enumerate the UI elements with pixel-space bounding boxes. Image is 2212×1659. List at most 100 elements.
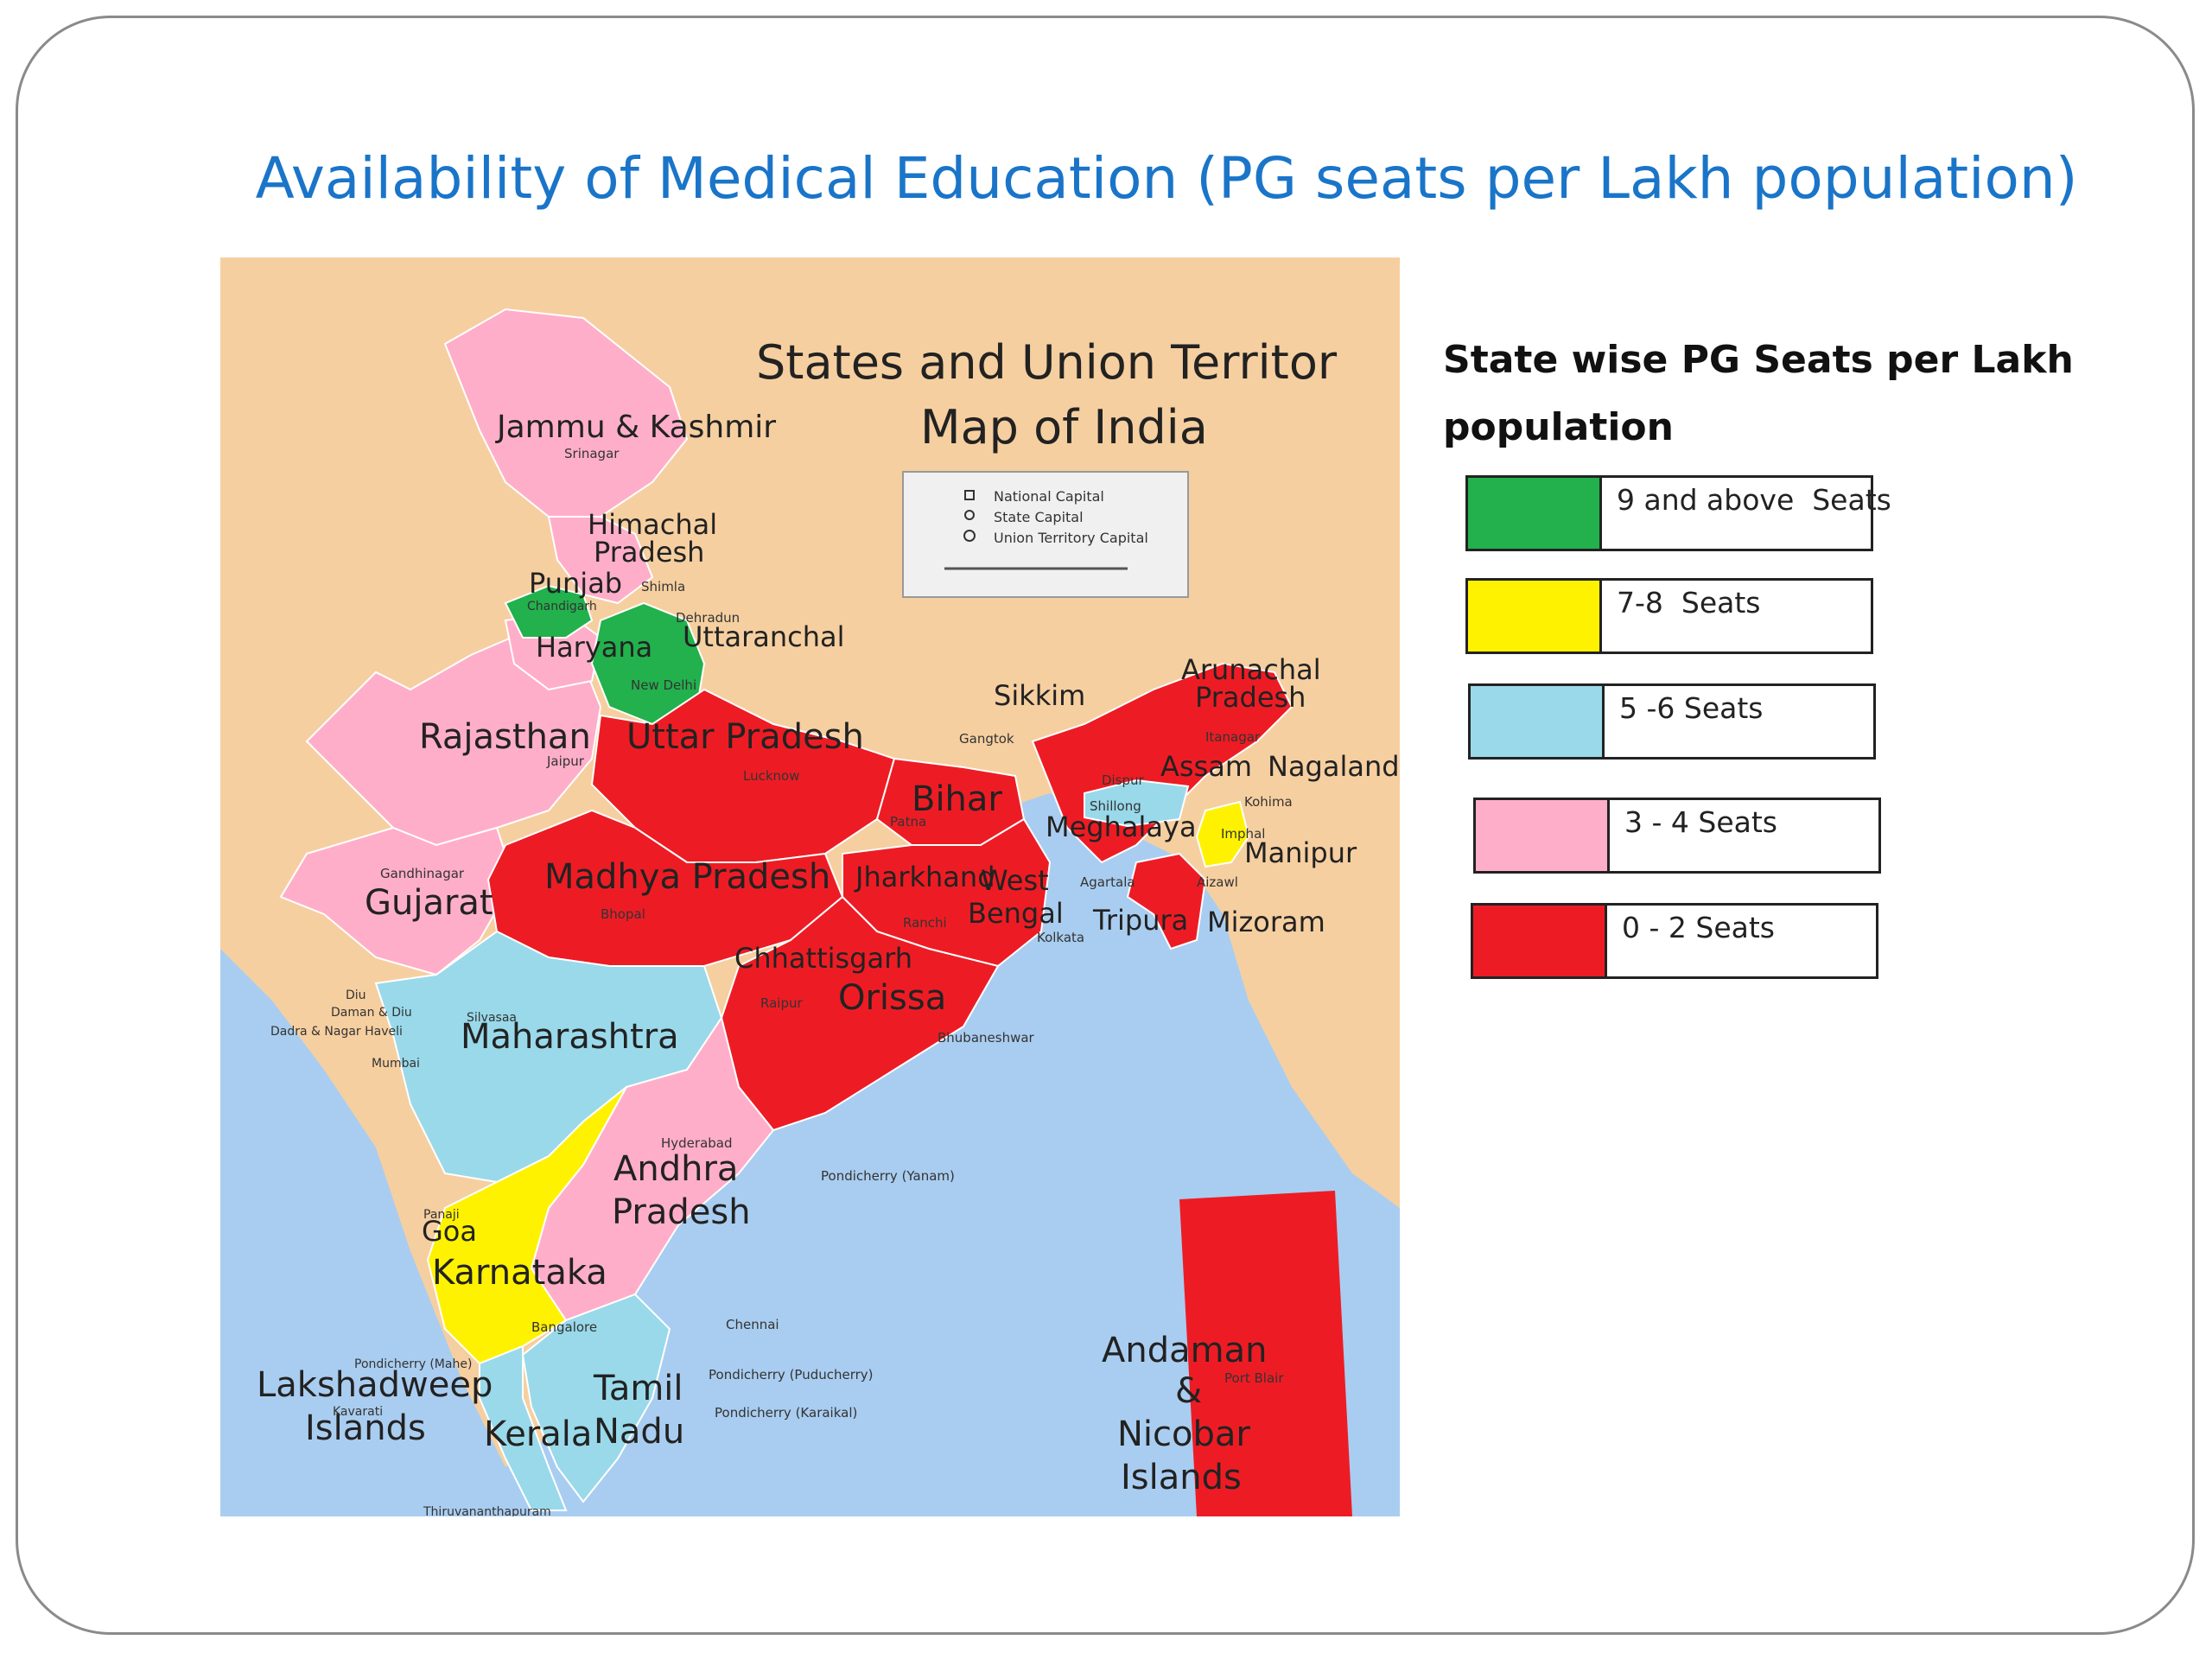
city-kohima: Kohima <box>1244 794 1293 810</box>
region-punjab <box>504 584 594 639</box>
label-punjab: Punjab <box>529 567 622 600</box>
ut-capital-symbol <box>963 530 976 542</box>
city-shillong: Shillong <box>1090 798 1141 814</box>
city-kolkata: Kolkata <box>1037 930 1084 945</box>
city-imphal: Imphal <box>1221 826 1265 842</box>
region-himachal-pradesh <box>547 516 654 605</box>
legend-item-5-6: 5 -6 Seats <box>1468 683 1876 760</box>
label-jammu-kashmir: Jammu & Kashmir <box>495 410 776 445</box>
city-puducherry: Pondicherry (Puducherry) <box>709 1367 874 1382</box>
region-manipur <box>1195 800 1250 868</box>
india-map: National Capital State Capital Union Ter… <box>220 257 1400 1516</box>
legend-swatch-yellow <box>1468 581 1602 652</box>
slide-title: Availability of Medical Education (PG se… <box>255 145 2078 212</box>
legend-label: 9 and above Seats <box>1617 483 1891 517</box>
label-kerala: Kerala <box>484 1414 592 1454</box>
region-rajasthan <box>305 627 602 847</box>
city-srinagar: Srinagar <box>564 446 620 461</box>
legend-swatch-red <box>1473 906 1607 976</box>
region-tripura-mizoram <box>1126 852 1207 950</box>
city-mahe: Pondicherry (Mahe) <box>354 1357 472 1371</box>
legend-item-9-above: 9 and above Seats <box>1465 475 1891 551</box>
label-andaman-3: Nicobar <box>1117 1414 1250 1454</box>
city-gangtok: Gangtok <box>959 731 1014 747</box>
label-chhattisgarh: Chhattisgarh <box>734 942 912 975</box>
label-andaman-1: Andaman <box>1102 1331 1267 1370</box>
label-orissa: Orissa <box>838 978 946 1018</box>
city-yanam: Pondicherry (Yanam) <box>821 1168 955 1184</box>
label-uttar-pradesh: Uttar Pradesh <box>626 717 864 757</box>
map-title-line1: States and Union Territor <box>756 335 1338 390</box>
city-port-blair: Port Blair <box>1224 1370 1284 1386</box>
label-himachal-2: Pradesh <box>594 536 704 569</box>
label-jharkhand: Jharkhand <box>854 861 995 893</box>
legend-label: 0 - 2 Seats <box>1622 911 1775 944</box>
label-nagaland: Nagaland <box>1268 750 1400 783</box>
label-arunachal-1: Arunachal <box>1181 653 1321 686</box>
label-arunachal-2: Pradesh <box>1195 681 1306 714</box>
city-chandigarh: Chandigarh <box>527 600 597 613</box>
legend-item-7-8: 7-8 Seats <box>1465 578 1873 654</box>
key-state-capital: State Capital <box>994 509 1084 525</box>
region-tamil-nadu <box>521 1293 671 1503</box>
city-thiruvananthapuram: Thiruvananthapuram <box>423 1505 551 1516</box>
region-andaman-nicobar <box>1179 1191 1352 1516</box>
legend-swatch-green <box>1468 478 1602 549</box>
label-meghalaya: Meghalaya <box>1046 810 1197 843</box>
city-dadra: Dadra & Nagar Haveli <box>270 1025 403 1039</box>
region-meghalaya <box>1084 779 1190 828</box>
city-mumbai: Mumbai <box>372 1057 420 1071</box>
city-bhubaneshwar: Bhubaneshwar <box>938 1030 1035 1046</box>
region-gujarat <box>279 826 516 976</box>
city-gandhinagar: Gandhinagar <box>380 866 465 881</box>
label-tripura: Tripura <box>1092 904 1188 937</box>
label-andhra-1: Andhra <box>613 1149 738 1189</box>
city-ranchi: Ranchi <box>903 915 947 931</box>
city-patna: Patna <box>890 814 926 830</box>
key-ut-capital: Union Territory Capital <box>994 530 1148 546</box>
city-chennai: Chennai <box>726 1317 779 1332</box>
city-hyderabad: Hyderabad <box>661 1135 733 1151</box>
city-agartala: Agartala <box>1080 874 1135 890</box>
city-bhopal: Bhopal <box>601 906 645 922</box>
map-key <box>902 471 1189 598</box>
legend-swatch-pink <box>1476 800 1610 871</box>
label-rajasthan: Rajasthan <box>419 717 591 757</box>
city-diu: Diu <box>346 988 366 1002</box>
label-nadu: Nadu <box>594 1412 684 1452</box>
label-andhra-2: Pradesh <box>612 1192 751 1232</box>
label-goa: Goa <box>422 1215 477 1248</box>
label-madhya-pradesh: Madhya Pradesh <box>544 857 830 897</box>
city-panaji: Panaji <box>423 1208 460 1222</box>
city-dehradun: Dehradun <box>676 610 740 626</box>
legend-item-3-4: 3 - 4 Seats <box>1473 798 1881 874</box>
label-bihar: Bihar <box>912 779 1002 819</box>
label-manipur: Manipur <box>1244 836 1357 869</box>
map-title-line2: Map of India <box>920 400 1208 454</box>
legend-item-0-2: 0 - 2 Seats <box>1471 903 1878 979</box>
label-uttaranchal: Uttaranchal <box>683 620 845 653</box>
city-silvassa: Silvasaa <box>467 1011 517 1025</box>
city-kavarati: Kavarati <box>333 1405 383 1419</box>
label-bengal: Bengal <box>968 897 1064 930</box>
label-lakshadweep-1: Lakshadweep <box>257 1365 493 1405</box>
label-karnataka: Karnataka <box>432 1253 607 1293</box>
india-map-svg: National Capital State Capital Union Ter… <box>220 257 1400 1516</box>
city-lucknow: Lucknow <box>743 768 800 784</box>
legend-label: 7-8 Seats <box>1617 586 1761 620</box>
city-new-delhi: New Delhi <box>631 677 696 693</box>
label-west: West <box>981 864 1049 897</box>
region-karnataka <box>426 1086 627 1365</box>
state-capital-symbol <box>964 510 975 520</box>
city-raipur: Raipur <box>760 995 803 1011</box>
label-andaman-4: Islands <box>1121 1458 1242 1497</box>
label-tamil: Tamil <box>593 1369 683 1408</box>
label-maharashtra: Maharashtra <box>461 1017 679 1057</box>
label-gujarat: Gujarat <box>365 883 493 923</box>
label-assam: Assam <box>1160 750 1252 783</box>
city-karaikal: Pondicherry (Karaikal) <box>715 1405 857 1421</box>
city-shimla: Shimla <box>641 579 685 594</box>
city-aizawl: Aizawl <box>1197 874 1238 890</box>
legend-swatch-light-blue <box>1471 686 1605 757</box>
city-jaipur: Jaipur <box>546 753 585 769</box>
